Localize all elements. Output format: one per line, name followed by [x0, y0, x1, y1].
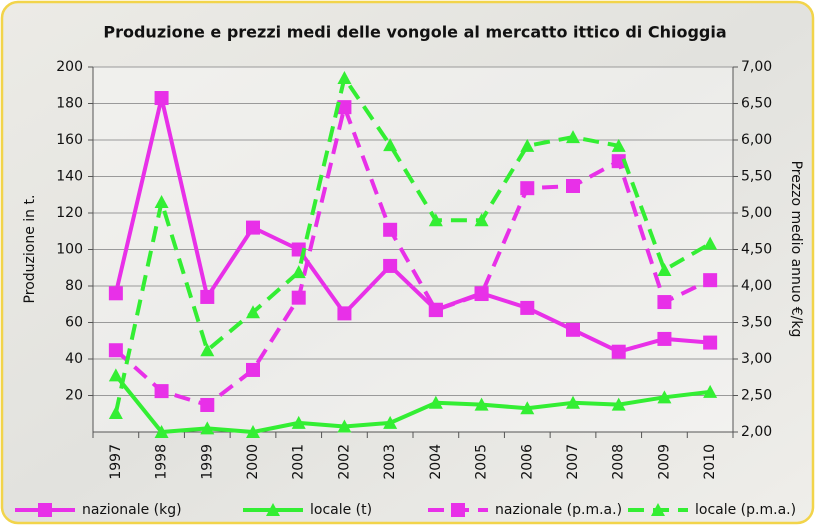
chart-title: Produzione e prezzi medi delle vongole a… [103, 23, 726, 42]
x-tick-label: 2010 [702, 444, 718, 480]
y-tick-label: 120 [56, 205, 83, 221]
y2-tick-label: 7,00 [741, 59, 772, 75]
x-tick-label: 1998 [154, 444, 170, 480]
data-point [703, 273, 717, 287]
y2-tick-label: 5,50 [741, 169, 772, 185]
y2-tick-label: 2,00 [741, 424, 772, 440]
y2-tick-label: 5,00 [741, 205, 772, 221]
x-tick-label: 2007 [565, 444, 581, 480]
legend-marker [38, 503, 52, 517]
y2-tick-label: 6,50 [741, 96, 772, 112]
y2-tick-label: 3,50 [741, 315, 772, 331]
data-point [109, 286, 123, 300]
y-tick-label: 20 [65, 388, 83, 404]
legend-label: nazionale (p.m.a.) [495, 502, 622, 518]
data-point [612, 345, 626, 359]
data-point [383, 223, 397, 237]
x-tick-label: 1997 [108, 444, 124, 480]
y-tick-label: 60 [65, 315, 83, 331]
data-point [566, 323, 580, 337]
data-point [520, 181, 534, 195]
data-point [155, 384, 169, 398]
data-point [246, 221, 260, 235]
y-tick-label: 200 [56, 59, 83, 75]
x-tick-label: 2001 [291, 444, 307, 480]
y-tick-label: 100 [56, 242, 83, 258]
y2-axis-label: Prezzo medio annuo €/kg [788, 161, 804, 338]
y-tick-label: 160 [56, 132, 83, 148]
legend-label: locale (p.m.a.) [695, 502, 796, 518]
x-tick-label: 2009 [656, 444, 672, 480]
y2-tick-label: 3,00 [741, 351, 772, 367]
y-tick-label: 80 [65, 278, 83, 294]
data-point [383, 259, 397, 273]
data-point [200, 398, 214, 412]
x-tick-label: 1999 [199, 444, 215, 480]
y2-tick-label: 6,00 [741, 132, 772, 148]
x-tick-label: 2008 [611, 444, 627, 480]
legend-marker [451, 503, 465, 517]
y-tick-label: 180 [56, 96, 83, 112]
data-point [657, 295, 671, 309]
data-point [200, 290, 214, 304]
data-point [703, 336, 717, 350]
y-tick-label: 140 [56, 169, 83, 185]
x-tick-label: 2004 [428, 444, 444, 480]
y-tick-label: 40 [65, 351, 83, 367]
legend-label: nazionale (kg) [82, 502, 182, 518]
x-tick-label: 2005 [474, 444, 490, 480]
data-point [475, 287, 489, 301]
y2-tick-label: 2,50 [741, 388, 772, 404]
x-tick-label: 2000 [245, 444, 261, 480]
y2-tick-label: 4,50 [741, 242, 772, 258]
legend-label: locale (t) [310, 502, 372, 518]
chart: Produzione e prezzi medi delle vongole a… [0, 0, 815, 525]
data-point [520, 301, 534, 315]
data-point [566, 179, 580, 193]
y-axis-label: Produzione in t. [22, 195, 38, 304]
data-point [292, 291, 306, 305]
x-tick-label: 2003 [382, 444, 398, 480]
x-tick-label: 2006 [519, 444, 535, 480]
data-point [657, 332, 671, 346]
data-point [109, 343, 123, 357]
data-point [429, 303, 443, 317]
data-point [246, 363, 260, 377]
data-point [337, 306, 351, 320]
y2-tick-label: 4,00 [741, 278, 772, 294]
x-tick-label: 2002 [336, 444, 352, 480]
data-point [155, 91, 169, 105]
